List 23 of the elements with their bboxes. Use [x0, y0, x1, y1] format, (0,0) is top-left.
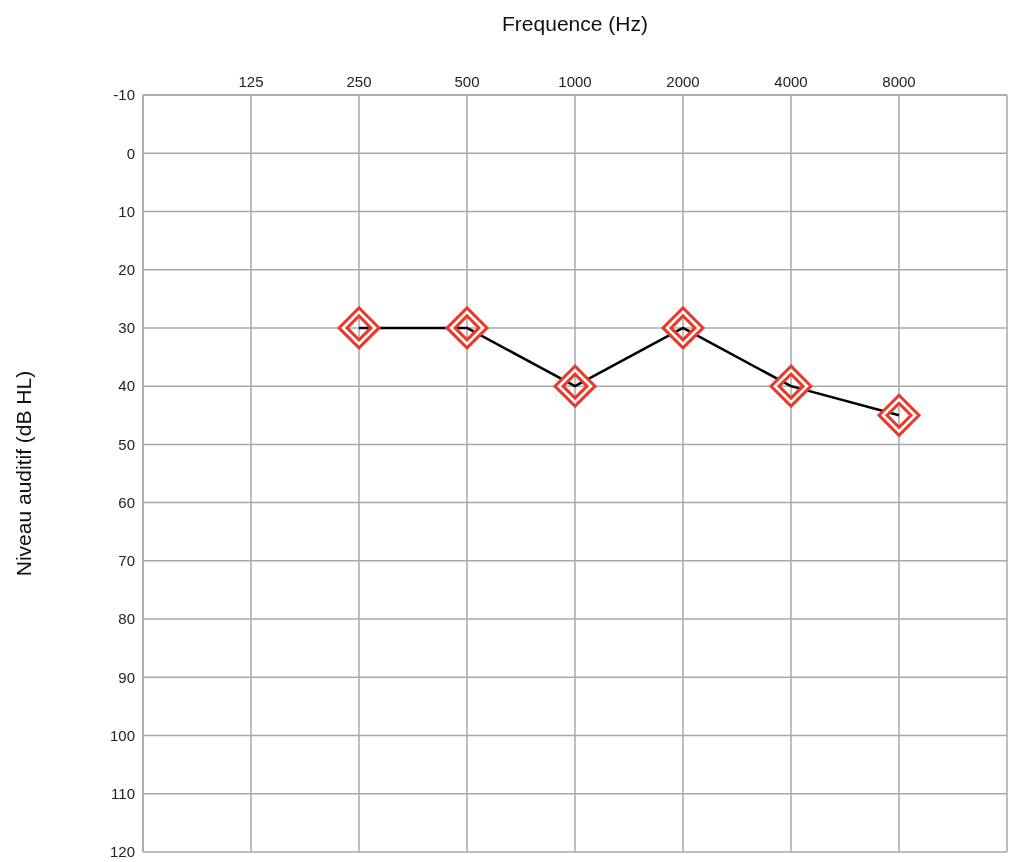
y-tick-label: 0 — [126, 144, 135, 162]
x-tick-label: 125 — [238, 73, 264, 90]
y-tick-label: 60 — [118, 493, 135, 511]
x-tick-label: 250 — [346, 73, 372, 90]
y-tick-label: 90 — [118, 668, 135, 686]
y-tick-label: 20 — [118, 261, 135, 279]
x-tick-label: 2000 — [666, 73, 700, 90]
y-tick-label: 100 — [109, 726, 135, 744]
x-axis-title: Frequence (Hz) — [502, 11, 648, 35]
y-tick-label: 40 — [118, 377, 135, 395]
y-tick-label: 30 — [118, 319, 135, 337]
x-tick-label: 500 — [454, 73, 480, 90]
y-axis-title: Niveau auditif (dB HL) — [12, 370, 36, 577]
y-tick-label: 110 — [111, 785, 135, 803]
x-tick-label: 8000 — [882, 73, 916, 90]
y-tick-label: 10 — [118, 202, 135, 220]
y-tick-label: -10 — [113, 86, 135, 104]
y-tick-label: 80 — [118, 610, 135, 628]
x-tick-label: 4000 — [774, 73, 808, 90]
x-tick-label: 1000 — [558, 73, 592, 90]
y-tick-label: 70 — [118, 552, 135, 570]
y-tick-label: 50 — [118, 435, 135, 453]
y-tick-label: 120 — [109, 843, 135, 861]
